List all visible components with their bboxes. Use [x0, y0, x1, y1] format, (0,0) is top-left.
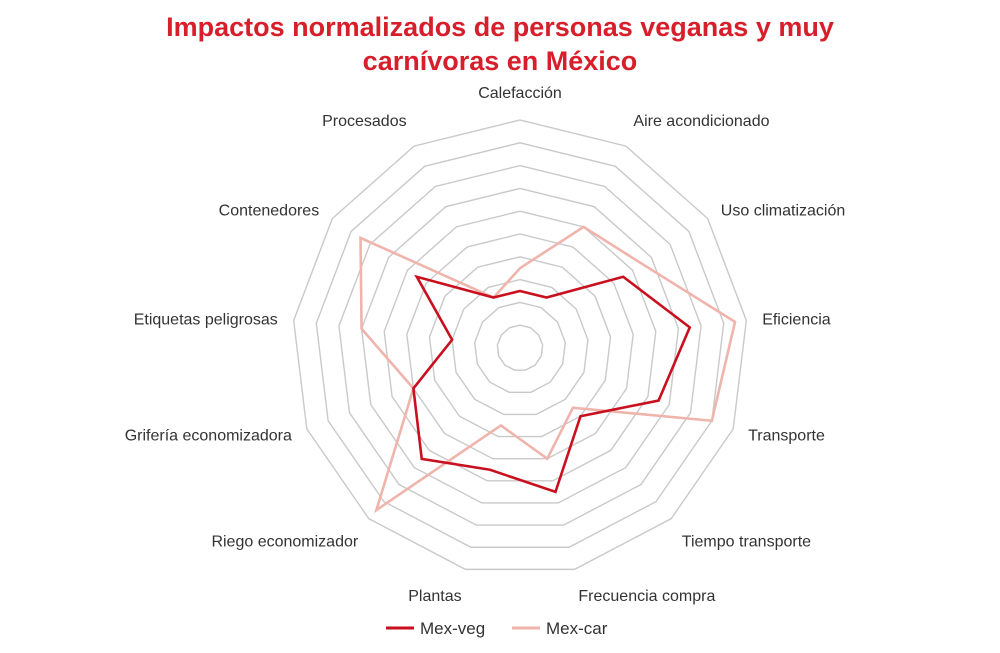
axis-label: Tiempo transporte	[682, 534, 811, 551]
grid-ring-10	[292, 119, 748, 571]
grid-ring-8	[338, 164, 702, 526]
series-group	[359, 225, 737, 514]
axis-label: Eficiencia	[762, 312, 831, 329]
series-line-mex-car	[359, 225, 737, 514]
axis-label: Grifería economizadora	[125, 428, 292, 445]
series-line-mex-veg	[412, 274, 692, 494]
axis-label: Riego economizador	[211, 534, 358, 551]
axis-label: Plantas	[408, 588, 461, 605]
chart-title-line-1: Impactos normalizados de personas vegana…	[166, 12, 834, 42]
axis-label: Frecuencia compra	[578, 588, 715, 605]
grid-ring-9	[315, 142, 725, 548]
axis-label: Transporte	[748, 428, 825, 445]
legend-label-mex-car: Mex-car	[546, 619, 608, 638]
axis-label: Calefacción	[478, 85, 562, 102]
radar-grid	[292, 119, 748, 571]
grid-ring-4	[428, 256, 612, 438]
axis-label: Contenedores	[219, 202, 320, 219]
axis-label: Procesados	[322, 113, 407, 130]
axis-label: Aire acondicionado	[633, 113, 769, 130]
chart-title: Impactos normalizados de personas vegana…	[0, 10, 1000, 78]
grid-ring-7	[360, 187, 680, 504]
legend-label-mex-veg: Mex-veg	[420, 619, 485, 638]
legend: Mex-veg Mex-car	[386, 619, 608, 638]
axis-labels: Calefacción Aire acondicionado Uso climati…	[125, 85, 846, 605]
axis-label: Uso climatización	[721, 202, 845, 219]
grid-ring-5	[406, 233, 634, 460]
grid-ring-1	[496, 324, 544, 371]
axis-label: Etiquetas peligrosas	[134, 312, 278, 329]
grid-ring-2	[474, 301, 566, 393]
chart-title-line-2: carnívoras en México	[362, 46, 638, 76]
grid-ring-3	[451, 278, 589, 416]
